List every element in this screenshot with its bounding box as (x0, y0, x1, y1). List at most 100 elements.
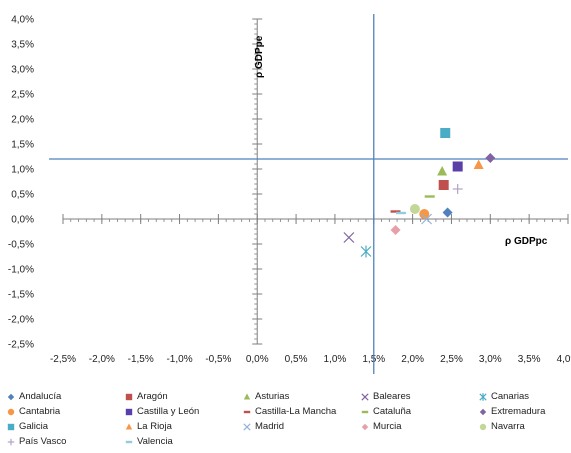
data-points (343, 128, 496, 258)
legend-label: Galicia (19, 421, 49, 432)
axes-layer: -2,5% -2,0% -1,5% -1,0% -0,5% 0,0% 0,5% 1,0% 1,5… (8, 15, 571, 366)
legend-marker-shape (243, 423, 251, 431)
x-tick-label: -0,5% (205, 354, 231, 365)
legend-item: Extremadura (478, 406, 545, 418)
legend-marker (361, 393, 369, 401)
data-point (442, 207, 453, 218)
legend-item: Navarra (478, 421, 525, 433)
legend-marker-shape (125, 393, 133, 401)
legend-label: Cantabria (19, 406, 61, 417)
x-tick-label: 1,0% (324, 354, 347, 365)
y-axis-label: ρ GDPpe (254, 35, 265, 78)
x-tick-label: -1,0% (166, 354, 192, 365)
legend-label: Murcia (373, 421, 402, 432)
legend-marker-shape (7, 393, 15, 401)
legend-item: Valencia (124, 436, 173, 448)
x-tick-label: 3,5% (518, 354, 541, 365)
legend-label: Extremadura (491, 406, 546, 417)
legend-marker (479, 408, 487, 416)
legend-marker (479, 423, 487, 431)
legend-label: Asturias (255, 391, 290, 402)
legend-item: Cataluña (360, 406, 411, 418)
legend-item: Asturias (242, 391, 289, 403)
y-tick-label: 3,0% (11, 65, 34, 76)
legend-label: País Vasco (19, 436, 67, 447)
legend-marker-shape (479, 408, 487, 416)
legend-marker-shape (125, 408, 133, 416)
y-tick-label: -1,0% (8, 265, 34, 276)
x-tick-label: 0,5% (285, 354, 308, 365)
legend-marker-shape (7, 423, 15, 431)
legend-marker (125, 393, 133, 401)
data-point (437, 166, 448, 176)
x-tick-label: 2,5% (440, 354, 463, 365)
legend-label: Castilla y León (137, 406, 200, 417)
legend-marker (361, 423, 369, 431)
legend-label: Canarias (491, 391, 530, 402)
y-tick-label: -2,0% (8, 315, 34, 326)
data-point (452, 184, 463, 194)
legend-marker (125, 408, 133, 416)
scatter-chart: -2,5% -2,0% -1,5% -1,0% -0,5% 0,0% 0,5% 1,0% 1,5… (8, 14, 571, 374)
legend-label: La Rioja (137, 421, 172, 432)
y-tick-label: 3,5% (11, 40, 34, 51)
legend-label: Aragón (137, 391, 168, 402)
legend-item: Andalucía (6, 391, 61, 403)
legend-item: Madrid (242, 421, 284, 433)
legend-item: Aragón (124, 391, 168, 403)
legend-label: Baleares (373, 391, 411, 402)
data-point (409, 204, 420, 214)
legend-marker (361, 410, 369, 414)
data-point (473, 159, 484, 169)
legend-item: Galicia (6, 421, 48, 433)
y-tick-label: 1,5% (11, 140, 34, 151)
legend-marker-shape (361, 423, 369, 431)
data-point (419, 209, 430, 219)
legend-marker (125, 423, 133, 430)
legend-marker-shape (479, 423, 487, 431)
legend-marker (7, 393, 15, 401)
legend-marker (243, 410, 251, 414)
data-point (438, 180, 449, 190)
legend-label: Castilla-La Mancha (255, 406, 337, 417)
x-tick-label: -2,0% (89, 354, 115, 365)
legend-item: Castilla y León (124, 406, 199, 418)
y-tick-label: 0,0% (11, 215, 34, 226)
legend-marker-shape (7, 408, 15, 416)
legend-marker (7, 438, 15, 446)
legend-marker (243, 423, 251, 431)
legend-item: Cantabria (6, 406, 60, 418)
legend-marker-shape (479, 393, 487, 401)
y-tick-label: 4,0% (11, 15, 34, 26)
legend-marker-shape (361, 393, 369, 401)
legend-item: Murcia (360, 421, 402, 433)
x-tick-label: -1,5% (128, 354, 154, 365)
legend-marker (125, 440, 133, 444)
data-point (343, 232, 355, 243)
legend-marker-shape (7, 438, 15, 446)
x-tick-label: 4,0% (557, 354, 571, 365)
legend-label: Cataluña (373, 406, 412, 417)
legend-marker (243, 393, 251, 400)
x-tick-label: 0,0% (246, 354, 269, 365)
x-tick-label: 3,0% (479, 354, 502, 365)
legend-item: Baleares (360, 391, 411, 403)
legend-label: Navarra (491, 421, 525, 432)
data-point (485, 153, 496, 163)
legend-item: La Rioja (124, 421, 172, 433)
data-point (390, 225, 401, 235)
y-tick-label: -0,5% (8, 240, 34, 251)
legend-marker-shape (243, 393, 251, 400)
data-point (360, 245, 372, 258)
legend-label: Andalucía (19, 391, 62, 402)
y-tick-label: 0,5% (11, 190, 34, 201)
x-tick-label: 2,0% (401, 354, 424, 365)
y-tick-label: 1,0% (11, 165, 34, 176)
legend-marker-shape (125, 423, 133, 430)
reference-lines (49, 14, 568, 374)
data-point (421, 213, 433, 225)
y-tick-label: -1,5% (8, 290, 34, 301)
data-point (440, 128, 451, 138)
y-tick-label: 2,0% (11, 115, 34, 126)
y-tick-label: -2,5% (8, 340, 34, 351)
